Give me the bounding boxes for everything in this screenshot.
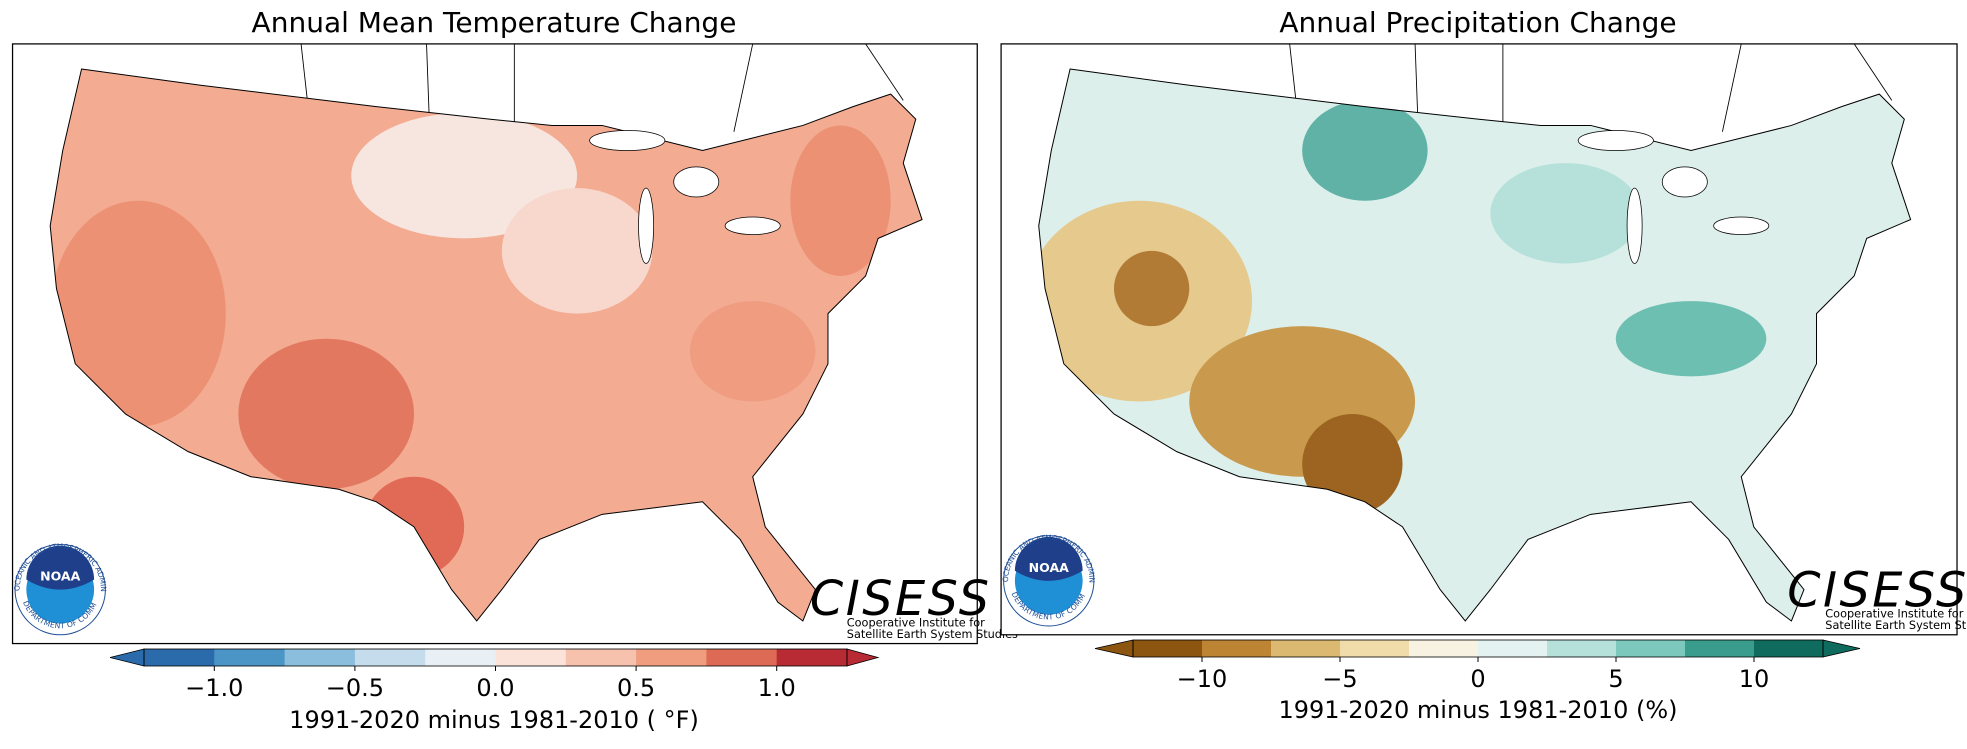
colorbar-bin <box>354 649 426 666</box>
colorbar-bin <box>1685 640 1755 657</box>
colorbar-bin <box>495 649 567 666</box>
colorbar-bin <box>1202 640 1272 657</box>
colorbar-bin <box>1340 640 1410 657</box>
map: NOAA NATIONAL OCEANIC AND ATMOSPHERIC AD… <box>0 0 1018 645</box>
colorbar-bin <box>706 649 778 666</box>
noaa-text: NOAA <box>40 569 81 584</box>
colorbar-bin <box>1478 640 1548 657</box>
map-title: Annual Precipitation Change <box>1279 6 1676 39</box>
colorbar-tick-label: 5 <box>1608 665 1623 693</box>
colorbar-tick-label: 1.0 <box>758 674 796 702</box>
colorbar-tick-label: 0.5 <box>617 674 655 702</box>
colorbar-tick-label: −10 <box>1177 665 1228 693</box>
map-title: Annual Mean Temperature Change <box>252 6 737 39</box>
cisess-subtitle: Cooperative Institute for <box>1825 608 1963 621</box>
colorbar-bin <box>214 649 286 666</box>
cisess-subtitle: Satellite Earth System Studies <box>1825 619 1967 632</box>
lakes <box>589 130 781 264</box>
colorbar-bin <box>1754 640 1824 657</box>
cisess-logo: CISESS <box>1787 563 1967 618</box>
colorbar-bin <box>1271 640 1341 657</box>
field <box>1038 100 1767 515</box>
colorbar-bin <box>565 649 637 666</box>
colorbar-tick-label: 10 <box>1739 665 1770 693</box>
colorbar-extend <box>846 648 880 667</box>
colorbar-bin <box>284 649 356 666</box>
cisess-subtitle: Satellite Earth System Studies <box>847 628 1018 641</box>
cisess-logo: CISESS <box>810 572 992 627</box>
colorbar-tick-label: −0.5 <box>326 674 384 702</box>
colorbar-extend <box>1822 639 1861 658</box>
colorbar-bin <box>1409 640 1479 657</box>
colorbar-label: 1991-2020 minus 1981-2010 ( °F) <box>289 706 699 734</box>
cisess-subtitle: Cooperative Institute for <box>847 616 985 629</box>
colorbar-bin <box>776 649 848 666</box>
colorbar-bin <box>1616 640 1686 657</box>
borders <box>300 43 904 132</box>
colorbar-tick-label: −5 <box>1322 665 1357 693</box>
noaa-text: NOAA <box>1029 560 1070 575</box>
colorbar-extend <box>109 648 145 667</box>
colorbar-extend <box>1094 639 1134 658</box>
colorbar-bin <box>1133 640 1203 657</box>
colorbar-bin <box>144 649 215 666</box>
colorbar-bin <box>1547 640 1617 657</box>
colorbar-bin <box>425 649 496 666</box>
colorbar-tick-label: −1.0 <box>185 674 243 702</box>
colorbar-tick-label: 0 <box>1470 665 1485 693</box>
colorbar-tick-label: 0.0 <box>476 674 514 702</box>
colorbar-bin <box>636 649 707 666</box>
colorbar-label: 1991-2020 minus 1981-2010 (%) <box>1278 696 1677 724</box>
